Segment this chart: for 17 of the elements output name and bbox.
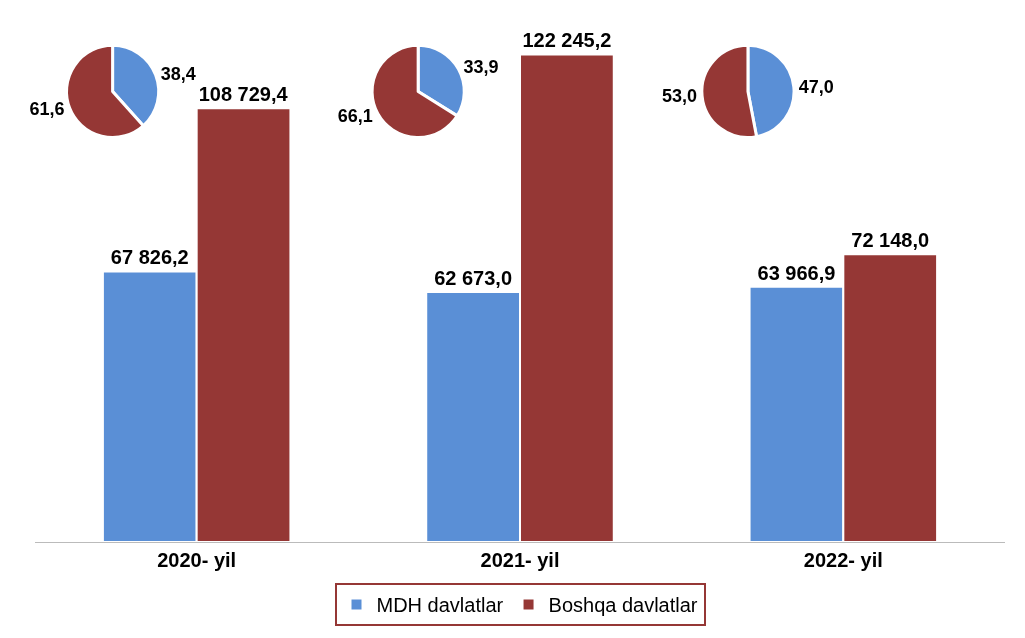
data-label: 33,9: [463, 56, 499, 77]
data-label: 122 245,2: [522, 29, 612, 52]
data-label: 47,0: [798, 77, 834, 98]
data-label: 53,0: [662, 85, 698, 106]
data-label: 67 826,2: [110, 246, 189, 269]
data-label: 38,4: [160, 63, 196, 84]
legend-label: MDH davlatlar: [376, 594, 504, 617]
data-label: 66,1: [337, 106, 373, 127]
data-label: 72 148,0: [851, 229, 930, 252]
data-label: 108 729,4: [198, 83, 289, 106]
data-label: 62 673,0: [434, 267, 513, 290]
x-tick-label: 2020- yil: [157, 549, 237, 571]
data-label: 61,6: [29, 99, 65, 120]
legend-label: Boshqa davlatlar: [548, 594, 698, 617]
x-tick-label: 2021- yil: [480, 549, 560, 571]
data-label: 63 966,9: [757, 261, 836, 284]
x-tick-label: 2022- yil: [803, 549, 883, 571]
